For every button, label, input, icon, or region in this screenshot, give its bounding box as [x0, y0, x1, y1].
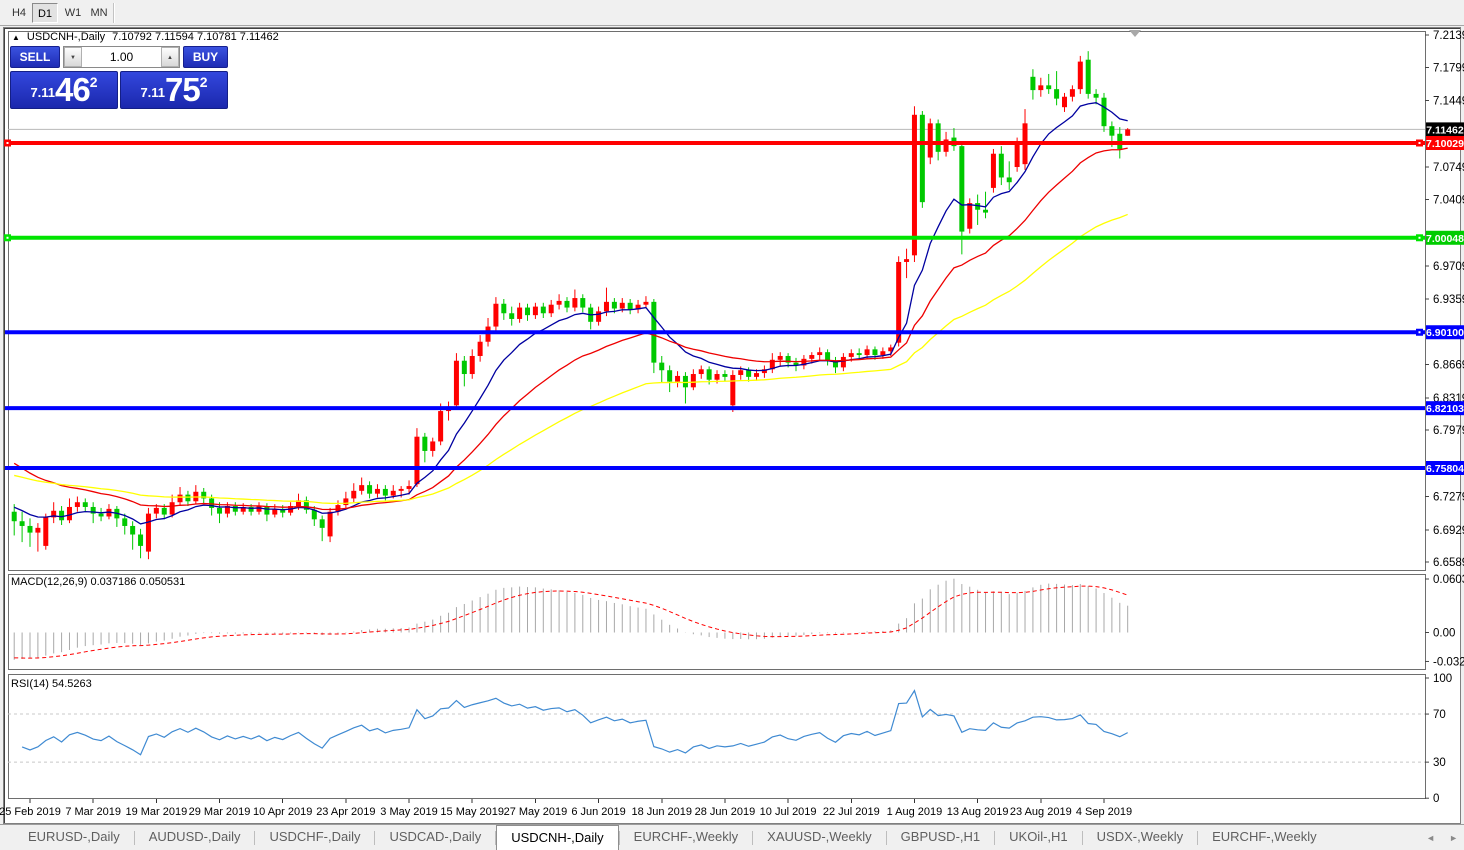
chart-window: [3, 27, 1461, 824]
tab-scroll-nav: ◄ ►: [1426, 825, 1458, 850]
chart-tab-usdcnh-daily[interactable]: USDCNH-,Daily: [496, 825, 619, 850]
sell-button[interactable]: SELL: [10, 46, 60, 68]
sell-price-prefix: 7.11: [30, 85, 56, 100]
chart-tab-ukoil-h1[interactable]: UKOil-,H1: [1009, 829, 1068, 844]
chart-tab-xauusd-weekly[interactable]: XAUUSD-,Weekly: [767, 829, 872, 844]
tab-scroll-right-icon[interactable]: ►: [1449, 833, 1458, 843]
tab-separator: [994, 830, 996, 845]
timeframe-toolbar: H4 D1 W1 MN: [0, 0, 1464, 26]
chart-tab-usdcad-daily[interactable]: USDCAD-,Daily: [389, 829, 482, 844]
volume-field[interactable]: 1.00: [82, 47, 161, 67]
tab-separator: [885, 830, 887, 845]
timeframe-button-h4[interactable]: H4: [11, 7, 27, 19]
volume-up-icon[interactable]: ▲: [161, 47, 179, 67]
collapse-panel-icon[interactable]: ▲: [12, 32, 20, 42]
chart-tab-bar: EURUSD-,Daily AUDUSD-,Daily USDCHF-,Daily U…: [0, 824, 1464, 850]
chart-ohlc-quotes: 7.10792 7.11594 7.10781 7.11462: [112, 31, 279, 43]
tab-separator: [618, 830, 620, 845]
chart-title: ▲ USDCNH-,Daily 7.10792 7.11594 7.10781 …: [12, 31, 279, 43]
sell-price-big: 46: [55, 71, 91, 108]
tab-separator: [254, 830, 256, 845]
chart-tab-eurchf-weekly[interactable]: EURCHF-,Weekly: [633, 829, 739, 844]
one-click-trading-panel: SELL ▼ 1.00 ▲ BUY 7.11 46 2 7.11 75 2: [10, 46, 228, 109]
buy-price-prefix: 7.11: [140, 85, 166, 100]
macd-indicator-label: MACD(12,26,9) 0.037186 0.050531: [11, 576, 186, 588]
tab-separator: [1197, 830, 1199, 845]
chart-tab-usdx-weekly[interactable]: USDX-,Weekly: [1096, 829, 1184, 844]
buy-price-sup: 2: [199, 74, 208, 90]
tab-scroll-left-icon[interactable]: ◄: [1426, 833, 1436, 843]
timeframe-button-d1[interactable]: D1: [32, 3, 58, 23]
sell-price-sup: 2: [89, 74, 98, 90]
tab-separator: [1081, 830, 1083, 845]
rsi-indicator-label: RSI(14) 54.5263: [11, 678, 92, 690]
timeframe-button-w1[interactable]: W1: [64, 7, 82, 19]
tab-separator: [374, 830, 376, 845]
tab-separator: [495, 830, 497, 845]
timeframe-button-mn[interactable]: MN: [90, 7, 108, 19]
chart-tab-audusd-daily[interactable]: AUDUSD-,Daily: [148, 829, 241, 844]
buy-button[interactable]: BUY: [183, 46, 228, 68]
tab-separator: [133, 830, 135, 845]
sell-price-box[interactable]: 7.11 46 2: [10, 71, 118, 109]
chart-tab-usdchf-daily[interactable]: USDCHF-,Daily: [269, 829, 361, 844]
buy-price-big: 75: [165, 71, 201, 108]
tab-separator: [752, 830, 754, 845]
chart-tab-eurchf-weekly[interactable]: EURCHF-,Weekly: [1212, 829, 1317, 844]
buy-price-box[interactable]: 7.11 75 2: [120, 71, 228, 109]
volume-spinner: ▼ 1.00 ▲: [63, 46, 180, 68]
toolbar-divider: [113, 3, 114, 23]
volume-down-icon[interactable]: ▼: [64, 47, 82, 67]
chart-symbol-label: USDCNH-,Daily: [26, 31, 106, 43]
chart-tab-eurusd-daily[interactable]: EURUSD-,Daily: [28, 829, 120, 844]
chart-tab-gbpusd-h1[interactable]: GBPUSD-,H1: [900, 829, 981, 844]
